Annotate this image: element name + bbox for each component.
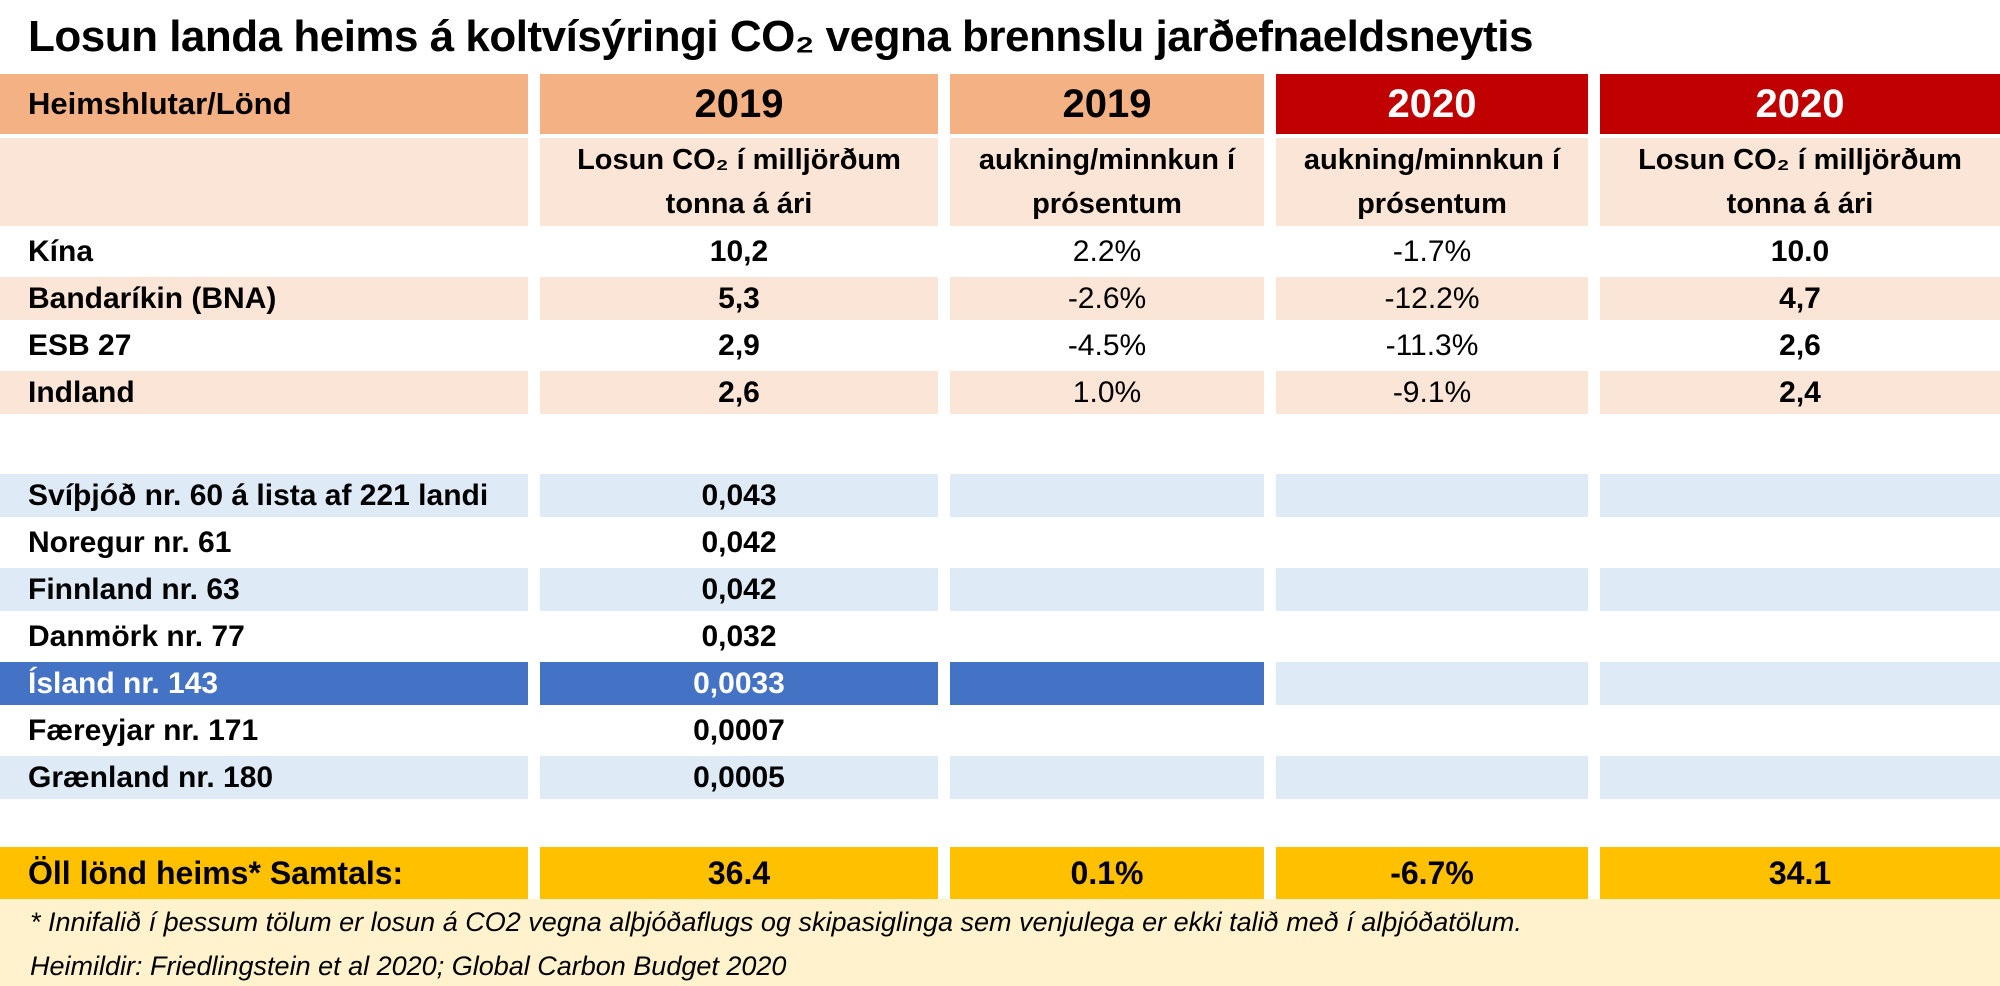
bandarikin-change-2020: -12.2% xyxy=(1276,277,1588,320)
col-header-2020-change-year: 2020 xyxy=(1276,74,1588,134)
danmork-change-2020 xyxy=(1276,615,1588,658)
bandarikin-co2-2020: 4,7 xyxy=(1600,277,2000,320)
finnland-change-2019 xyxy=(950,568,1264,611)
svithjod-change-2020 xyxy=(1276,474,1588,517)
kina-co2-2020: 10.0 xyxy=(1600,230,2000,273)
bandarikin-change-2019: -2.6% xyxy=(950,277,1264,320)
noregur-label: Noregur nr. 61 xyxy=(0,521,528,564)
kina-change-2020: -1.7% xyxy=(1276,230,1588,273)
graenland-label: Grænland nr. 180 xyxy=(0,756,528,799)
graenland-change-2019 xyxy=(950,756,1264,799)
graenland-change-2020 xyxy=(1276,756,1588,799)
totals-change-2019: 0.1% xyxy=(950,847,1264,899)
noregur-change-2019 xyxy=(950,521,1264,564)
faereyjar-co2-2020 xyxy=(1600,709,2000,752)
indland-label: Indland xyxy=(0,371,528,414)
col-header-regions: Heimshlutar/Lönd xyxy=(0,74,528,134)
sub-header-2019-emissions: Losun CO₂ í milljörðum tonna á ári xyxy=(540,138,938,226)
danmork-label: Danmörk nr. 77 xyxy=(0,615,528,658)
kina-label: Kína xyxy=(0,230,528,273)
esb27-co2-2020: 2,6 xyxy=(1600,324,2000,367)
danmork-co2-2019: 0,032 xyxy=(540,615,938,658)
indland-co2-2020: 2,4 xyxy=(1600,371,2000,414)
indland-change-2019: 1.0% xyxy=(950,371,1264,414)
danmork-co2-2020 xyxy=(1600,615,2000,658)
spacer-row xyxy=(0,418,2000,470)
danmork-change-2019 xyxy=(950,615,1264,658)
faereyjar-label: Færeyjar nr. 171 xyxy=(0,709,528,752)
sub-header-2020-emissions: Losun CO₂ í milljörðum tonna á ári xyxy=(1600,138,2000,226)
island-co2-2019: 0,0033 xyxy=(540,662,938,705)
faereyjar-co2-2019: 0,0007 xyxy=(540,709,938,752)
col-header-2020-emissions-year: 2020 xyxy=(1600,74,2000,134)
kina-change-2019: 2.2% xyxy=(950,230,1264,273)
svithjod-co2-2019: 0,043 xyxy=(540,474,938,517)
sub-header-empty xyxy=(0,138,528,226)
col-header-2019-emissions-year: 2019 xyxy=(540,74,938,134)
totals-co2-2019: 36.4 xyxy=(540,847,938,899)
island-label: Ísland nr. 143 xyxy=(0,662,528,705)
indland-co2-2019: 2,6 xyxy=(540,371,938,414)
indland-change-2020: -9.1% xyxy=(1276,371,1588,414)
page-title: Losun landa heims á koltvísýringi CO₂ ve… xyxy=(28,12,1533,61)
esb27-co2-2019: 2,9 xyxy=(540,324,938,367)
sub-header-2020-change: aukning/minnkun í prósentum xyxy=(1276,138,1588,226)
faereyjar-change-2020 xyxy=(1276,709,1588,752)
svithjod-label: Svíþjóð nr. 60 á lista af 221 landi xyxy=(0,474,528,517)
sources: Heimildir: Friedlingstein et al 2020; Gl… xyxy=(30,951,787,981)
island-change-2020 xyxy=(1276,662,1588,705)
bandarikin-label: Bandaríkin (BNA) xyxy=(0,277,528,320)
kina-co2-2019: 10,2 xyxy=(540,230,938,273)
graenland-co2-2019: 0,0005 xyxy=(540,756,938,799)
bandarikin-co2-2019: 5,3 xyxy=(540,277,938,320)
noregur-change-2020 xyxy=(1276,521,1588,564)
graenland-co2-2020 xyxy=(1600,756,2000,799)
sub-header-2019-change: aukning/minnkun í prósentum xyxy=(950,138,1264,226)
finnland-label: Finnland nr. 63 xyxy=(0,568,528,611)
footnote: * Innifalið í þessum tölum er losun á CO… xyxy=(30,907,1522,937)
esb27-change-2019: -4.5% xyxy=(950,324,1264,367)
emissions-table: Heimshlutar/Lönd 2019 2019 2020 2020 Los… xyxy=(0,74,2000,899)
island-change-2019 xyxy=(950,662,1264,705)
faereyjar-change-2019 xyxy=(950,709,1264,752)
finnland-co2-2020 xyxy=(1600,568,2000,611)
totals-co2-2020: 34.1 xyxy=(1600,847,2000,899)
col-header-2019-change-year: 2019 xyxy=(950,74,1264,134)
esb27-label: ESB 27 xyxy=(0,324,528,367)
totals-change-2020: -6.7% xyxy=(1276,847,1588,899)
island-co2-2020 xyxy=(1600,662,2000,705)
spacer-row xyxy=(0,803,2000,843)
noregur-co2-2020 xyxy=(1600,521,2000,564)
svithjod-co2-2020 xyxy=(1600,474,2000,517)
finnland-co2-2019: 0,042 xyxy=(540,568,938,611)
noregur-co2-2019: 0,042 xyxy=(540,521,938,564)
finnland-change-2020 xyxy=(1276,568,1588,611)
svithjod-change-2019 xyxy=(950,474,1264,517)
totals-label: Öll lönd heims* Samtals: xyxy=(0,847,528,899)
footer: * Innifalið í þessum tölum er losun á CO… xyxy=(0,899,2000,986)
esb27-change-2020: -11.3% xyxy=(1276,324,1588,367)
